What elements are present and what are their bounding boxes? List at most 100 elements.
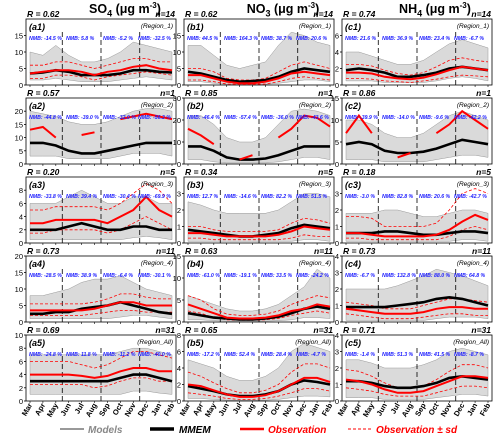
- month-label: Sep: [413, 401, 428, 418]
- panel-b5: 0 2 4 6 8 R = 0.65 n=31 (b5) (Region_All) NMB: -1…: [177, 325, 335, 419]
- obs-line: [187, 376, 331, 398]
- nmb-label: NMB: 38.7 %: [261, 36, 293, 42]
- y-tick-label: 6: [177, 348, 181, 357]
- nmb-label: NMB: -5.2 %: [103, 36, 133, 42]
- column-title-no3: NO3 (μg m-3): [246, 1, 320, 19]
- month-label: May: [45, 401, 61, 419]
- nmb-label: NMB: -57.4 %: [224, 115, 257, 121]
- y-tick-label: 4: [177, 364, 181, 373]
- y-tick-label: 5: [177, 65, 181, 74]
- sample-count: n=14: [313, 9, 333, 19]
- y-tick-label: 2: [335, 65, 339, 74]
- y-tick-label: 0: [19, 318, 23, 327]
- nmb-label: NMB: 41.5 %: [419, 352, 451, 358]
- month-label: Aug: [242, 401, 257, 418]
- nmb-label: NMB: -6.7 %: [454, 36, 484, 42]
- correlation-label: R = 0.69: [27, 325, 60, 335]
- region-label: (Region_3): [457, 181, 489, 188]
- obs-sd-upper: [187, 295, 331, 316]
- panel-b1: 0 5 10 15 R = 0.62 n=14 (b1) (Region_1) NMB: 44.…: [173, 9, 335, 90]
- y-tick-label: 2: [19, 384, 23, 393]
- y-tick-label: 1: [177, 223, 181, 232]
- obs-sd-upper: [346, 188, 489, 227]
- correlation-label: R = 0.18: [343, 167, 376, 177]
- mmem-line: [345, 138, 489, 155]
- panel-label: (b5): [187, 338, 204, 348]
- nmb-label: NMB: -30.4 %: [103, 194, 136, 200]
- nmb-label: NMB: 88.0 %: [419, 273, 451, 279]
- nmb-label: NMB: -14.0 %: [382, 115, 415, 121]
- panel-a1: 0 5 10 15 R = 0.62 n=14 (a1) (Region_1) NMB: -14…: [15, 9, 177, 90]
- nmb-label: NMB: -14.6 %: [224, 194, 257, 200]
- nmb-label: NMB: 51.3 %: [382, 352, 414, 358]
- column-title-nh4: NH4 (μg m-3): [399, 1, 471, 19]
- y-tick-label: 0: [335, 81, 339, 90]
- y-tick-label: 5: [19, 65, 23, 74]
- nmb-label: NMB: 82.8 %: [382, 194, 414, 200]
- region-label: (Region_All): [295, 339, 331, 346]
- month-label: Jan: [465, 401, 479, 417]
- nmb-label: NMB: -39.0 %: [66, 115, 99, 121]
- month-label: May: [361, 401, 377, 419]
- sample-count: n=5: [318, 167, 333, 177]
- y-tick-label: 5: [19, 302, 23, 311]
- y-tick-label: 0: [19, 397, 23, 406]
- obs-line: [30, 367, 172, 379]
- y-tick-label: 0: [335, 397, 339, 406]
- nmb-label: NMB: 28.4 %: [261, 352, 293, 358]
- obs-sd-lower: [30, 71, 173, 81]
- nmb-label: NMB: 23.4 %: [419, 36, 451, 42]
- panel-a3: 0 2 4 6 8 R = 0.20 n=5 (a3) (Region_3) NMB: -33.8…: [19, 167, 177, 248]
- obs-line: [345, 109, 489, 159]
- panel-label: (c4): [345, 259, 361, 269]
- month-label: Feb: [162, 401, 177, 417]
- panel-b4: 0 5 10 15 R = 0.63 n=11 (b4) (Region_4) NMB: -61…: [173, 246, 335, 327]
- panel-label: (a2): [29, 101, 45, 111]
- y-tick-label: 8: [19, 344, 23, 353]
- nmb-label: NMB: -44.8 %: [29, 115, 62, 121]
- correlation-label: R = 0.85: [185, 88, 218, 98]
- nmb-label: NMB: 12.7 %: [187, 194, 219, 200]
- nmb-label: NMB: -8.7 %: [454, 352, 484, 358]
- y-tick-label: 8: [19, 186, 23, 195]
- region-label: (Region_4): [141, 260, 173, 267]
- obs-sd-upper: [188, 217, 331, 232]
- legend: Models MMEM Observation Observation ± sd: [60, 425, 458, 436]
- correlation-label: R = 0.34: [185, 167, 218, 177]
- nmb-label: NMB: -42.2 %: [454, 115, 487, 121]
- correlation-label: R = 0.57: [27, 88, 61, 98]
- mmem-line: [187, 67, 331, 84]
- nmb-label: NMB: 82.2 %: [261, 194, 293, 200]
- sample-count: n=31: [313, 325, 333, 335]
- region-label: (Region_3): [299, 181, 331, 188]
- y-tick-label: 2: [335, 364, 339, 373]
- month-label: Dec: [452, 402, 467, 418]
- y-tick-label: 2: [19, 226, 23, 235]
- obs-line: [29, 112, 173, 139]
- obs-sd-upper: [30, 293, 172, 305]
- nmb-label: NMB: -56.3 %: [138, 115, 171, 121]
- sample-count: n=14: [471, 9, 491, 19]
- obs-line: [30, 301, 172, 312]
- y-tick-label: 1: [335, 223, 339, 232]
- correlation-label: R = 0.65: [185, 325, 218, 335]
- y-tick-label: 3: [177, 190, 181, 199]
- y-tick-label: 0: [177, 318, 181, 327]
- y-tick-label: 20: [173, 116, 181, 125]
- obs-line: [30, 195, 173, 225]
- month-label: Nov: [123, 401, 138, 418]
- nmb-label: NMB: -28.5 %: [29, 273, 62, 279]
- panel-c2: 0 5 10 15 R = 0.86 n=1 (c2) (Region_2) NMB: -39.…: [331, 88, 493, 169]
- region-label: (Region_1): [299, 23, 331, 30]
- obs-sd-lower: [346, 74, 489, 83]
- month-label: Nov: [281, 401, 296, 418]
- nmb-label: NMB: -9.6 %: [419, 115, 449, 121]
- correlation-label: R = 0.62: [185, 9, 218, 19]
- obs-sd-lower: [187, 388, 331, 400]
- y-tick-label: 2: [177, 381, 181, 390]
- y-tick-label: 15: [15, 120, 23, 129]
- y-tick-label: 10: [331, 116, 339, 125]
- month-label: Sep: [97, 401, 112, 418]
- sample-count: n=5: [160, 167, 175, 177]
- region-label: (Region_1): [457, 23, 489, 30]
